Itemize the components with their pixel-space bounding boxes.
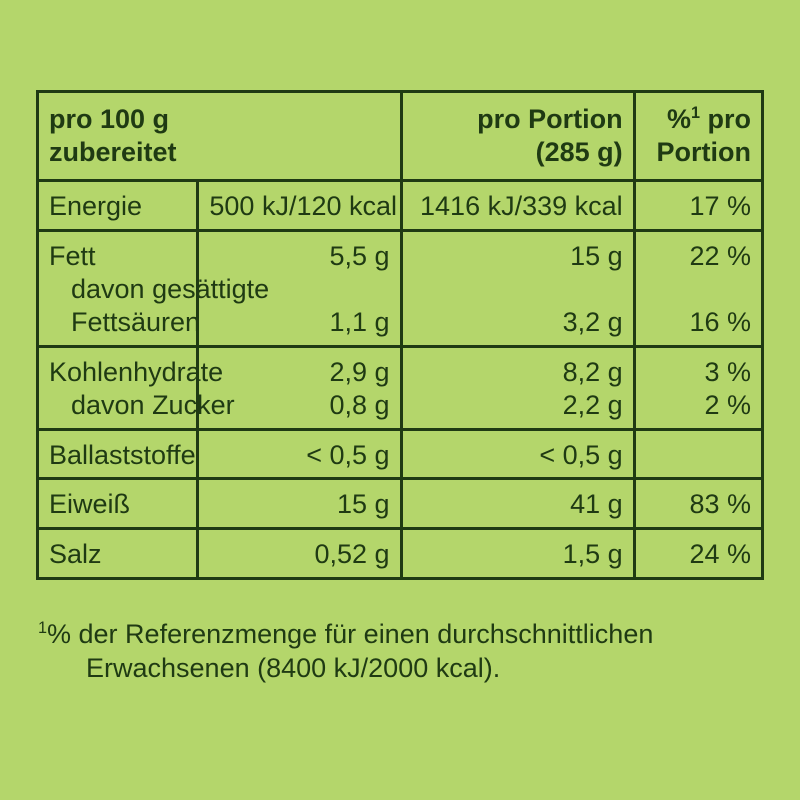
name-line: Fettsäuren xyxy=(49,306,200,339)
cell-port: < 0,5 g xyxy=(401,429,634,479)
nutrition-table: pro 100 g zubereitet pro Portion (285 g)… xyxy=(36,90,764,580)
cell-prep: 15 g xyxy=(198,479,401,529)
cell-pct: 22 % 16 % xyxy=(634,230,762,346)
cell-prep: < 0,5 g xyxy=(198,429,401,479)
table-body: Energie 500 kJ/120 kcal1416 kJ/339 kcal17… xyxy=(38,180,763,578)
header-pct-pre: % xyxy=(667,104,691,134)
cell-pct: 83 % xyxy=(634,479,762,529)
cell-pct: 3 % 2 % xyxy=(634,346,762,429)
cell-pct xyxy=(634,429,762,479)
name-line: Ballaststoffe xyxy=(49,440,196,470)
header-pct-sup: 1 xyxy=(691,104,700,122)
footnote-l1: % der Referenzmenge für einen durchschni… xyxy=(47,619,653,649)
table-row: Kohlenhydratedavon Zucker2,9 g 0,8 g8,2 … xyxy=(38,346,763,429)
header-pct: %1 pro Portion xyxy=(634,92,762,181)
table-row: Salz 0,52 g1,5 g24 % xyxy=(38,529,763,579)
name-line: davon gesättigte xyxy=(49,273,269,306)
footnote: 1% der Referenzmenge für einen durchschn… xyxy=(38,618,758,686)
header-row: pro 100 g zubereitet pro Portion (285 g)… xyxy=(38,92,763,181)
cell-name: Eiweiß xyxy=(38,479,198,529)
header-port-l2: (285 g) xyxy=(536,137,623,167)
cell-port: 8,2 g 2,2 g xyxy=(401,346,634,429)
name-line: Kohlenhydrate xyxy=(49,357,223,387)
name-line: Salz xyxy=(49,539,102,569)
table-wrap: pro 100 g zubereitet pro Portion (285 g)… xyxy=(36,90,764,580)
cell-pct: 17 % xyxy=(634,180,762,230)
cell-port: 41 g xyxy=(401,479,634,529)
name-line: davon Zucker xyxy=(49,389,235,422)
footnote-sup: 1 xyxy=(38,619,47,637)
cell-name: Kohlenhydratedavon Zucker xyxy=(38,346,198,429)
name-line: Fett xyxy=(49,241,96,271)
cell-name: Energie xyxy=(38,180,198,230)
nutrition-label: pro 100 g zubereitet pro Portion (285 g)… xyxy=(0,0,800,800)
header-port: pro Portion (285 g) xyxy=(401,92,634,181)
name-line: Eiweiß xyxy=(49,489,130,519)
header-prep-l2: zubereitet xyxy=(49,137,177,167)
cell-name: Salz xyxy=(38,529,198,579)
table-row: Fettdavon gesättigteFettsäuren5,5 g 1,1 … xyxy=(38,230,763,346)
header-port-l1: pro Portion xyxy=(477,104,622,134)
header-prep-l1: pro 100 g xyxy=(49,104,169,134)
table-row: Ballaststoffe< 0,5 g< 0,5 g xyxy=(38,429,763,479)
cell-name: Fettdavon gesättigteFettsäuren xyxy=(38,230,198,346)
cell-pct: 24 % xyxy=(634,529,762,579)
cell-port: 15 g 3,2 g xyxy=(401,230,634,346)
header-pct-l2: Portion xyxy=(657,137,752,167)
cell-name: Ballaststoffe xyxy=(38,429,198,479)
cell-port: 1416 kJ/339 kcal xyxy=(401,180,634,230)
header-prep: pro 100 g zubereitet xyxy=(38,92,402,181)
header-pct-post: pro xyxy=(700,104,751,134)
cell-prep: 500 kJ/120 kcal xyxy=(198,180,401,230)
cell-port: 1,5 g xyxy=(401,529,634,579)
name-line: Energie xyxy=(49,191,142,221)
table-row: Eiweiß 15 g41 g83 % xyxy=(38,479,763,529)
table-row: Energie 500 kJ/120 kcal1416 kJ/339 kcal17… xyxy=(38,180,763,230)
footnote-l2: Erwachsenen (8400 kJ/2000 kcal). xyxy=(38,652,758,686)
cell-prep: 0,52 g xyxy=(198,529,401,579)
